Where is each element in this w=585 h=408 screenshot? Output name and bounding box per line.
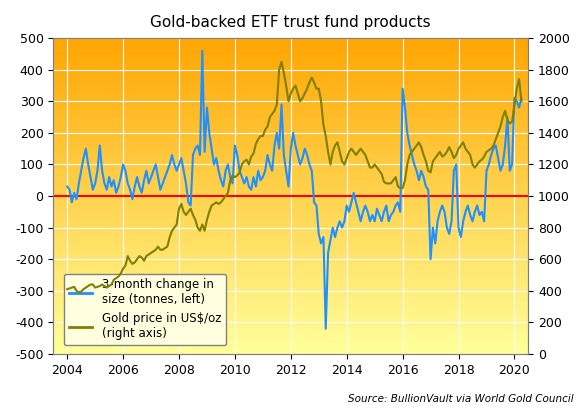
Text: Source: BullionVault via World Gold Council: Source: BullionVault via World Gold Coun… — [347, 394, 573, 404]
Title: Gold-backed ETF trust fund products: Gold-backed ETF trust fund products — [150, 15, 431, 30]
Legend: 3-month change in
size (tonnes, left), Gold price in US$/oz
(right axis): 3-month change in size (tonnes, left), G… — [64, 273, 226, 345]
